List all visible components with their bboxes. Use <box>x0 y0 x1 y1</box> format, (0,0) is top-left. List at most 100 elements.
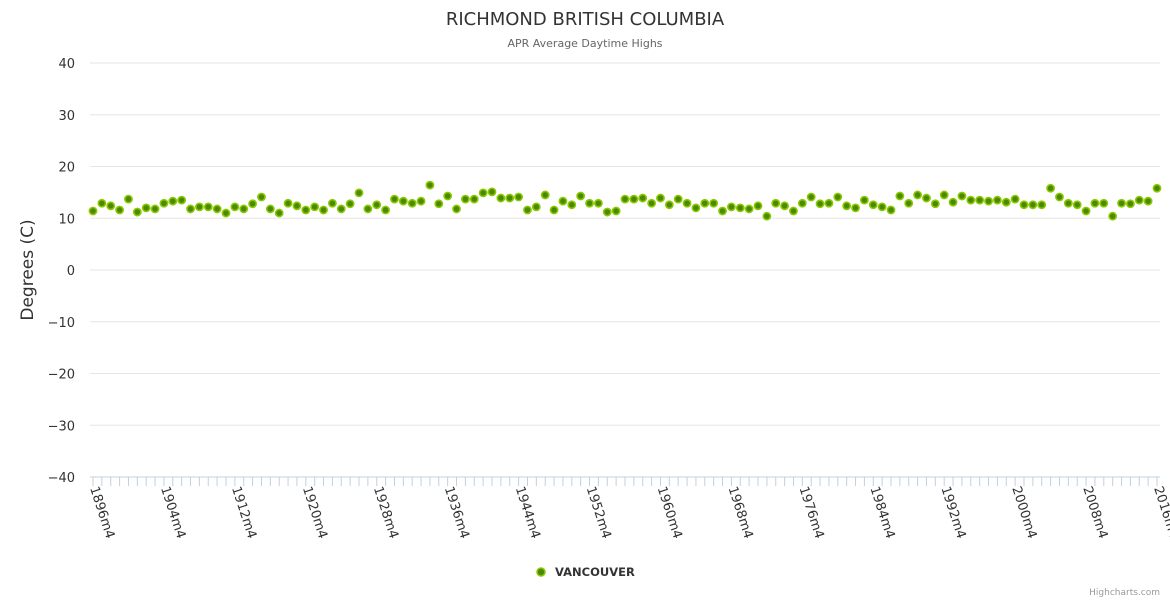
data-point[interactable] <box>230 202 240 212</box>
data-point[interactable] <box>203 202 213 212</box>
data-point[interactable] <box>106 201 116 211</box>
data-point[interactable] <box>1152 183 1162 193</box>
data-point[interactable] <box>673 194 683 204</box>
data-point[interactable] <box>407 198 417 208</box>
data-point[interactable] <box>735 203 745 213</box>
data-point[interactable] <box>691 203 701 213</box>
data-point[interactable] <box>629 194 639 204</box>
data-point[interactable] <box>957 191 967 201</box>
data-point[interactable] <box>398 196 408 206</box>
data-point[interactable] <box>1001 197 1011 207</box>
data-point[interactable] <box>1010 194 1020 204</box>
data-point[interactable] <box>1108 211 1118 221</box>
data-point[interactable] <box>132 207 142 217</box>
data-point[interactable] <box>460 194 470 204</box>
data-point[interactable] <box>549 205 559 215</box>
data-point[interactable] <box>895 191 905 201</box>
data-point[interactable] <box>514 192 523 202</box>
data-point[interactable] <box>531 202 541 212</box>
data-point[interactable] <box>1055 192 1064 202</box>
data-point[interactable] <box>124 194 133 204</box>
data-point[interactable] <box>594 198 603 208</box>
data-point[interactable] <box>177 195 187 205</box>
data-point[interactable] <box>558 196 568 206</box>
data-point[interactable] <box>381 205 390 215</box>
data-point[interactable] <box>452 204 461 214</box>
data-point[interactable] <box>416 196 426 206</box>
data-point[interactable] <box>913 190 922 200</box>
series-vancouver[interactable] <box>88 180 1162 221</box>
data-point[interactable] <box>638 193 648 203</box>
data-point[interactable] <box>682 198 692 208</box>
data-point[interactable] <box>576 191 586 201</box>
data-point[interactable] <box>1019 200 1029 210</box>
data-point[interactable] <box>1143 196 1153 206</box>
data-point[interactable] <box>1117 198 1126 208</box>
data-point[interactable] <box>718 206 727 216</box>
data-point[interactable] <box>1090 198 1100 208</box>
data-point[interactable] <box>292 201 302 211</box>
data-point[interactable] <box>212 204 222 214</box>
data-point[interactable] <box>150 204 160 214</box>
data-point[interactable] <box>620 194 630 204</box>
data-point[interactable] <box>265 204 275 214</box>
data-point[interactable] <box>248 199 257 209</box>
data-point[interactable] <box>283 198 293 208</box>
data-point[interactable] <box>336 204 346 214</box>
data-point[interactable] <box>390 194 399 204</box>
data-point[interactable] <box>505 193 515 203</box>
data-point[interactable] <box>496 193 506 203</box>
data-point[interactable] <box>194 202 204 212</box>
data-point[interactable] <box>345 199 355 209</box>
credits-link[interactable]: Highcharts.com <box>1089 588 1160 598</box>
data-point[interactable] <box>186 204 195 214</box>
data-point[interactable] <box>487 187 497 197</box>
data-point[interactable] <box>301 205 311 215</box>
data-point[interactable] <box>97 198 107 208</box>
data-point[interactable] <box>1028 200 1038 210</box>
data-point[interactable] <box>523 205 532 215</box>
data-point[interactable] <box>1063 198 1073 208</box>
data-point[interactable] <box>993 195 1002 205</box>
data-point[interactable] <box>363 204 373 214</box>
data-point[interactable] <box>806 192 816 202</box>
data-point[interactable] <box>948 197 958 207</box>
data-point[interactable] <box>709 198 719 208</box>
data-point[interactable] <box>904 198 914 208</box>
data-point[interactable] <box>1046 183 1055 193</box>
data-point[interactable] <box>984 196 993 206</box>
data-point[interactable] <box>1081 206 1091 216</box>
data-point[interactable] <box>1099 198 1109 208</box>
data-point[interactable] <box>239 204 249 214</box>
data-point[interactable] <box>877 202 887 212</box>
data-point[interactable] <box>319 205 328 215</box>
data-point[interactable] <box>434 199 444 209</box>
data-point[interactable] <box>327 198 337 208</box>
data-point[interactable] <box>115 205 124 215</box>
data-point[interactable] <box>860 195 869 205</box>
data-point[interactable] <box>1134 195 1144 205</box>
data-point[interactable] <box>833 192 843 202</box>
legend-item-vancouver[interactable]: VANCOUVER <box>536 565 635 579</box>
data-point[interactable] <box>585 198 594 208</box>
data-point[interactable] <box>966 195 976 205</box>
data-point[interactable] <box>354 188 364 198</box>
data-point[interactable] <box>656 193 665 203</box>
data-point[interactable] <box>762 211 772 221</box>
data-point[interactable] <box>159 198 169 208</box>
data-point[interactable] <box>141 203 151 213</box>
data-point[interactable] <box>922 193 931 203</box>
data-point[interactable] <box>753 201 763 211</box>
data-point[interactable] <box>780 201 789 211</box>
data-point[interactable] <box>744 204 754 214</box>
data-point[interactable] <box>274 208 284 218</box>
data-point[interactable] <box>88 206 98 216</box>
data-point[interactable] <box>868 200 878 210</box>
data-point[interactable] <box>975 195 985 205</box>
data-point[interactable] <box>611 206 621 216</box>
data-point[interactable] <box>567 200 577 210</box>
data-point[interactable] <box>221 208 231 218</box>
data-point[interactable] <box>425 180 435 190</box>
data-point[interactable] <box>824 198 834 208</box>
data-point[interactable] <box>939 190 949 200</box>
